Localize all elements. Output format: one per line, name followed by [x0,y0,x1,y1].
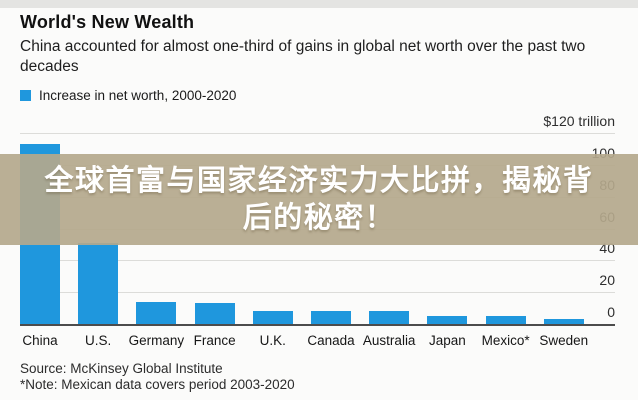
bar-japan [427,316,468,324]
chart-title: World's New Wealth [20,12,195,32]
bar-uk [252,311,293,324]
x-category-label-mexico: Mexico* [481,333,530,348]
x-category-label-us: U.S. [85,333,112,348]
bar-us [78,242,119,324]
top-strip [0,0,638,8]
legend-label: Increase in net worth, 2000-2020 [39,88,237,103]
gridline-40 [20,260,615,262]
banner-text-line-2: 后的秘密！ [242,201,396,234]
y-tick-label-0: 0 [607,304,615,320]
bar-sweden [543,319,584,324]
x-category-label-uk: U.K. [259,333,286,348]
y-tick-label-120: $120 trillion [543,113,615,129]
banner-text-line-1: 全球首富与国家经济实力大比拼，揭秘背 [44,164,594,197]
bar-mexico [485,316,526,324]
bar-canada [311,311,351,324]
x-axis-line [20,324,615,326]
legend: Increase in net worth, 2000-2020 [20,88,236,103]
x-category-label-sweden: Sweden [539,333,589,348]
source-text: Source: McKinsey Global Institute [20,361,223,376]
legend-swatch-icon [20,90,31,101]
x-category-label-germany: Germany [128,333,185,348]
gridline-120 [20,133,615,134]
x-category-label-japan: Japan [428,333,466,348]
note-text: *Note: Mexican data covers period 2003-2… [20,377,295,392]
gridline-20 [20,292,615,294]
bar-australia [369,311,410,324]
chart-subtitle: China accounted for almost one-third of … [20,38,586,75]
bar-france [194,303,235,324]
x-category-label-france: France [193,333,236,348]
bar-germany [136,301,177,324]
y-tick-label-20: 20 [599,272,615,289]
x-category-label-china: China [22,333,58,348]
x-category-label-canada: Canada [307,333,355,348]
overlay-banner: 全球首富与国家经济实力大比拼，揭秘背 后的秘密！ [0,154,638,245]
x-category-label-australia: Australia [362,333,416,348]
